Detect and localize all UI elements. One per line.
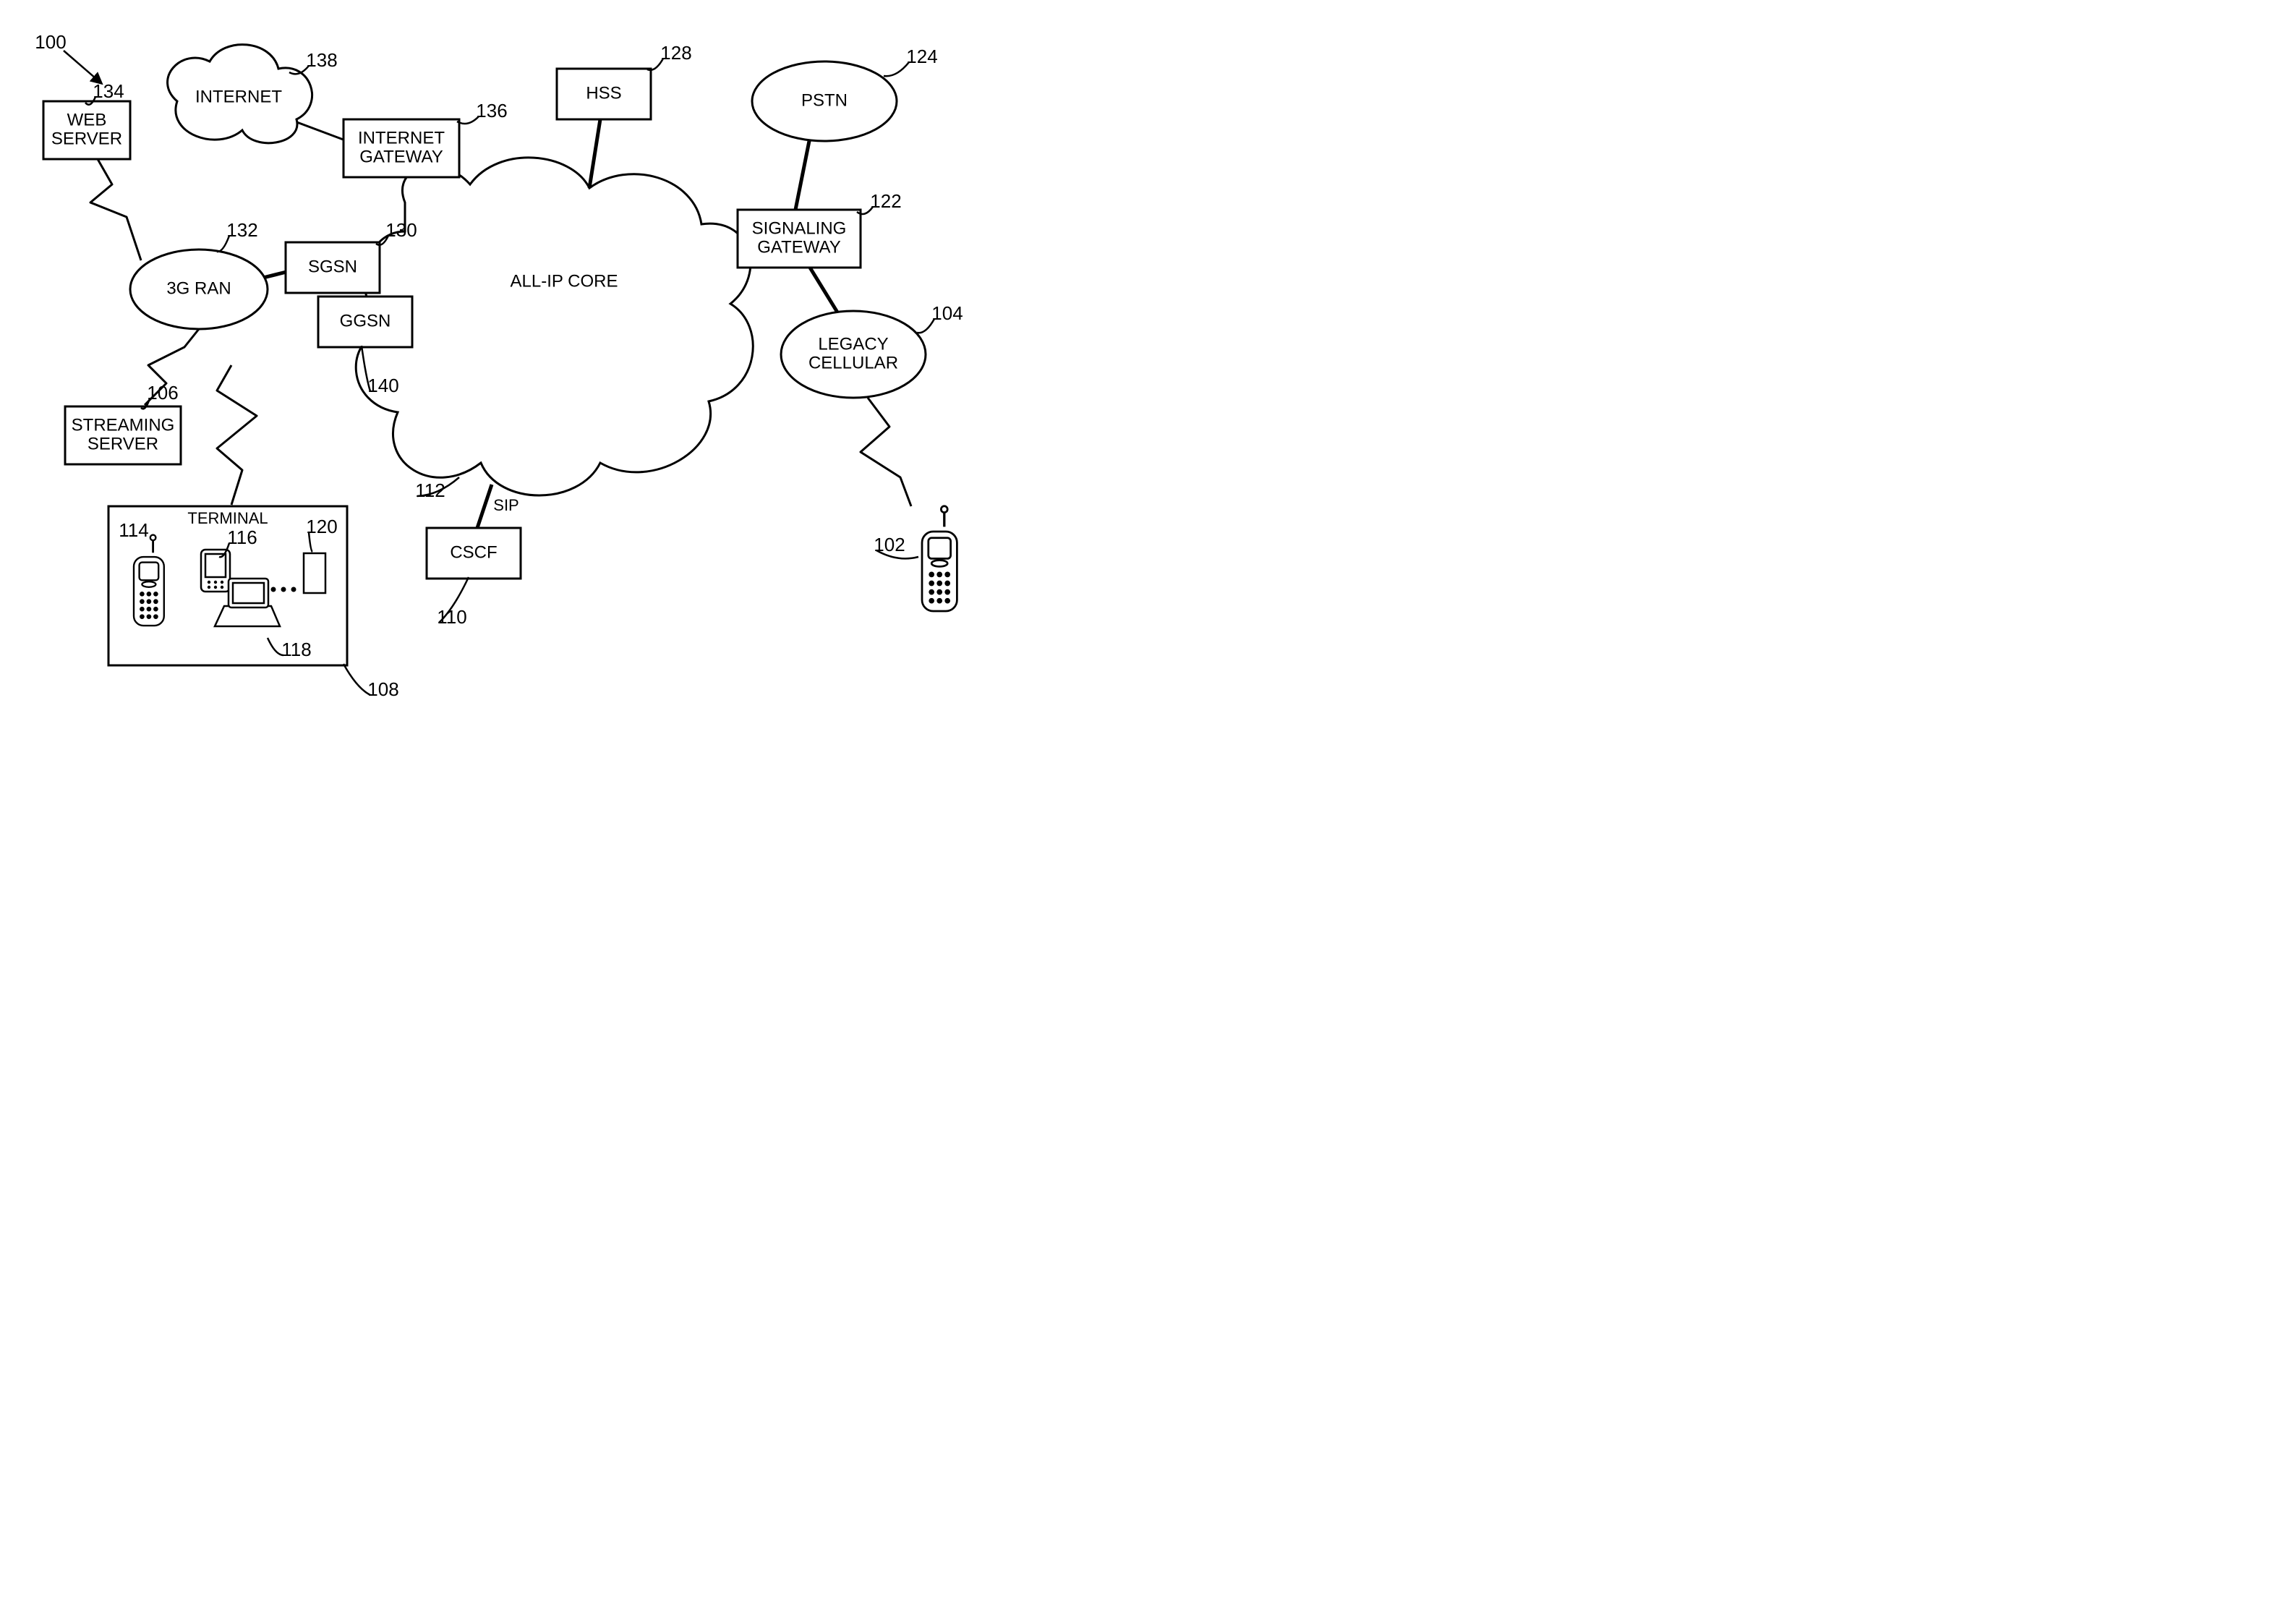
legacy-cellular: LEGACYCELLULAR — [781, 311, 926, 398]
refnum-110: 110 — [437, 577, 469, 628]
svg-text:WEB: WEB — [67, 110, 107, 129]
svg-text:SIGNALING: SIGNALING — [752, 218, 847, 238]
svg-text:132: 132 — [226, 219, 257, 241]
svg-text:SIP: SIP — [493, 496, 518, 514]
refnum-106: 106 — [141, 382, 179, 409]
ran-3g: 3G RAN — [130, 250, 268, 329]
ellipsis-icon — [291, 587, 296, 592]
svg-text:120: 120 — [306, 516, 337, 537]
svg-text:138: 138 — [306, 49, 337, 71]
ellipsis-icon — [281, 587, 286, 592]
svg-text:CELLULAR: CELLULAR — [808, 353, 898, 372]
generic-device-icon — [304, 553, 325, 593]
svg-text:INTERNET: INTERNET — [195, 87, 282, 106]
sgsn: SGSN — [286, 242, 380, 293]
svg-text:GATEWAY: GATEWAY — [359, 147, 443, 166]
svg-text:134: 134 — [93, 80, 124, 102]
svg-text:GGSN: GGSN — [340, 311, 391, 331]
svg-text:3G RAN: 3G RAN — [166, 278, 231, 298]
signaling-gateway: SIGNALINGGATEWAY — [738, 210, 861, 268]
wireless-terminal_panel-ran_3g — [217, 365, 257, 505]
svg-text:108: 108 — [367, 678, 398, 700]
refnum-128: 128 — [647, 42, 692, 70]
svg-text:LEGACY: LEGACY — [818, 334, 888, 354]
internet-gateway: INTERNETGATEWAY — [343, 119, 459, 177]
diagram-canvas: ALL-IP CORESIPINTERNETWEBSERVERINTERNETG… — [0, 0, 1063, 741]
ellipsis-icon — [271, 587, 276, 592]
internet-cloud: INTERNET — [168, 45, 312, 143]
refnum-122: 122 — [857, 190, 902, 214]
svg-text:CSCF: CSCF — [450, 542, 497, 562]
svg-text:104: 104 — [931, 302, 963, 324]
hss: HSS — [557, 69, 651, 119]
svg-text:114: 114 — [119, 519, 148, 541]
svg-text:140: 140 — [367, 375, 398, 396]
all-ip-core-cloud: ALL-IP CORE — [356, 158, 753, 495]
svg-text:STREAMING: STREAMING — [72, 415, 175, 435]
svg-text:SERVER: SERVER — [88, 434, 158, 453]
refnum-102: 102 — [874, 534, 918, 558]
svg-text:118: 118 — [281, 639, 311, 660]
refnum-132: 132 — [217, 219, 258, 252]
cellphone-102-icon — [922, 506, 957, 611]
svg-text:116: 116 — [227, 526, 257, 548]
edge-pstn-signaling_gateway — [795, 137, 810, 210]
refnum-108: 108 — [343, 664, 399, 700]
svg-text:106: 106 — [147, 382, 178, 404]
wireless-legacy_cellular-phone — [861, 398, 911, 506]
svg-text:110: 110 — [437, 606, 466, 628]
refnum-114: 114 — [119, 519, 148, 541]
cscf: CSCF — [427, 528, 521, 579]
svg-text:HSS: HSS — [586, 83, 621, 103]
pda-icon — [201, 550, 230, 592]
refnum-100: 100 — [35, 31, 101, 83]
wireless-web_server-ran_3g — [90, 159, 141, 260]
edge-signaling_gateway-legacy_cellular — [810, 268, 839, 315]
refnum-124: 124 — [884, 46, 938, 76]
svg-text:100: 100 — [35, 31, 66, 53]
svg-text:PSTN: PSTN — [801, 90, 848, 110]
svg-text:ALL-IP CORE: ALL-IP CORE — [511, 271, 618, 291]
svg-text:SGSN: SGSN — [308, 257, 357, 276]
svg-text:130: 130 — [385, 219, 417, 241]
ggsn: GGSN — [318, 297, 412, 347]
svg-text:136: 136 — [476, 100, 507, 121]
svg-text:GATEWAY: GATEWAY — [757, 237, 841, 257]
web-server: WEBSERVER — [43, 101, 130, 159]
svg-text:SERVER: SERVER — [51, 129, 122, 148]
svg-text:TERMINAL: TERMINAL — [187, 509, 268, 527]
svg-text:128: 128 — [660, 42, 691, 64]
streaming-server: STREAMINGSERVER — [65, 406, 181, 464]
refnum-104: 104 — [917, 302, 963, 333]
pstn: PSTN — [752, 61, 897, 141]
svg-text:124: 124 — [906, 46, 937, 67]
refnum-136: 136 — [457, 100, 508, 124]
svg-text:122: 122 — [870, 190, 901, 212]
svg-text:INTERNET: INTERNET — [358, 128, 445, 148]
edge-hss-all_ip_core — [589, 119, 600, 188]
refnum-112: 112 — [415, 477, 459, 501]
